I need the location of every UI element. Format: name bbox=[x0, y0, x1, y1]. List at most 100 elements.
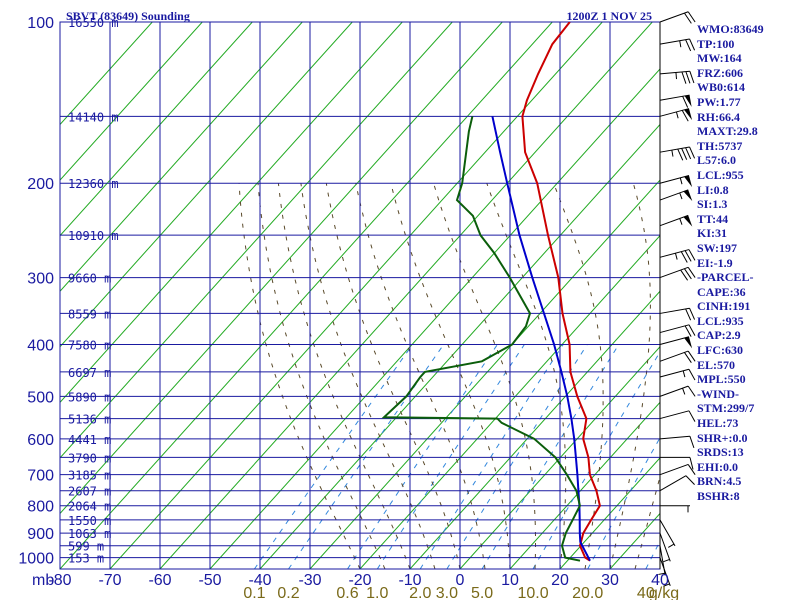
height-label: 6697 m bbox=[68, 366, 111, 380]
mixing-ratio-label: 40 bbox=[637, 585, 655, 600]
height-label: 5890 m bbox=[68, 390, 111, 404]
isotherm-line bbox=[60, 22, 253, 237]
wind-barb bbox=[659, 94, 692, 108]
pressure-tick-label: 100 bbox=[27, 15, 54, 32]
height-label: 14140 m bbox=[68, 110, 119, 124]
mixing-ratio-line bbox=[481, 344, 620, 569]
wind-barb bbox=[659, 146, 696, 161]
wind-barb bbox=[659, 336, 693, 349]
index-item: CINH:191 bbox=[697, 299, 751, 314]
index-item: BRN:4.5 bbox=[697, 474, 742, 489]
index-item: -WIND- bbox=[697, 386, 739, 401]
pressure-unit-label: mb bbox=[32, 572, 54, 589]
index-item: EL:570 bbox=[697, 357, 736, 372]
isotherm-line bbox=[309, 179, 660, 569]
index-item: STM:299/7 bbox=[697, 401, 755, 416]
moist-adiabat-line bbox=[300, 183, 436, 569]
index-item: WB0:614 bbox=[697, 80, 745, 95]
mixing-ratio-label: 2.0 bbox=[409, 585, 431, 600]
pressure-tick-label: 600 bbox=[27, 432, 54, 449]
moist-adiabat-line bbox=[257, 183, 386, 569]
isotherm-line bbox=[459, 346, 660, 569]
mixing-ratio-label: 0.2 bbox=[277, 585, 299, 600]
wind-barb bbox=[659, 249, 696, 263]
height-label: 7580 m bbox=[68, 338, 111, 352]
index-item: MW:164 bbox=[697, 51, 742, 66]
index-item: SRDS:13 bbox=[697, 445, 744, 460]
isotherm-line bbox=[409, 290, 660, 569]
mixing-ratio-label: g/kg bbox=[649, 585, 679, 600]
wind-barb bbox=[659, 532, 671, 563]
temperature-tick-label: 20 bbox=[551, 572, 569, 589]
height-label: 1550 m bbox=[68, 514, 111, 528]
moist-adiabat-line bbox=[486, 183, 567, 569]
index-item: LI:0.8 bbox=[697, 182, 729, 197]
temperature-tick-label: -70 bbox=[98, 572, 121, 589]
temperature-tick-label: 40 bbox=[651, 572, 669, 589]
isotherm-line bbox=[60, 22, 403, 404]
pressure-tick-label: 800 bbox=[27, 499, 54, 516]
index-item: MAXT:29.8 bbox=[697, 124, 758, 139]
temperature-tick-label: 0 bbox=[456, 572, 465, 589]
moist-adiabat-line bbox=[609, 183, 651, 569]
pressure-tick-label: 300 bbox=[27, 271, 54, 288]
index-item: EHI:0.0 bbox=[697, 459, 739, 474]
moist-adiabat-line bbox=[433, 183, 536, 569]
temperature-line bbox=[521, 22, 601, 562]
wind-barb bbox=[659, 189, 693, 202]
pressure-tick-label: 700 bbox=[27, 468, 54, 485]
moist-adiabat-line bbox=[325, 183, 461, 569]
isotherm-line bbox=[60, 22, 503, 515]
wind-barb bbox=[659, 368, 696, 381]
index-item: SI:1.3 bbox=[697, 197, 728, 212]
wind-barbs bbox=[658, 11, 696, 587]
wind-barb bbox=[660, 505, 690, 513]
wind-barb bbox=[659, 475, 695, 492]
moist-adiabat-line bbox=[277, 183, 411, 569]
valid-time: 1200Z 1 NOV 25 bbox=[567, 9, 652, 23]
pressure-tick-label: 1000 bbox=[18, 551, 54, 568]
isotherm-line bbox=[60, 22, 203, 181]
pressure-tick-label: 400 bbox=[27, 337, 54, 354]
index-item: WMO:83649 bbox=[697, 22, 764, 36]
mixing-ratio-label: 0.1 bbox=[243, 585, 265, 600]
wind-barb bbox=[659, 435, 695, 449]
dewpoint-line bbox=[381, 116, 581, 562]
mixing-ratio-line bbox=[532, 350, 660, 569]
index-item: L57:6.0 bbox=[697, 153, 736, 168]
pressure-tick-label: 900 bbox=[27, 526, 54, 543]
wind-barb bbox=[659, 70, 695, 84]
profiles bbox=[381, 22, 601, 562]
moist-adiabat-line bbox=[238, 183, 361, 569]
wind-barb bbox=[659, 385, 696, 397]
height-label: 2607 m bbox=[68, 485, 111, 499]
height-label: 4441 m bbox=[68, 433, 111, 447]
mixing-ratio-label: 3.0 bbox=[436, 585, 458, 600]
isotherm-line bbox=[60, 22, 303, 292]
index-item: KI:31 bbox=[697, 226, 727, 241]
wind-barb bbox=[659, 38, 696, 52]
index-item: EI:-1.9 bbox=[697, 255, 733, 270]
index-item: FRZ:606 bbox=[697, 65, 743, 80]
index-item: -PARCEL- bbox=[697, 270, 754, 285]
height-label: 2064 m bbox=[68, 500, 111, 514]
height-label: 12360 m bbox=[68, 177, 119, 191]
temperature-tick-label: 10 bbox=[501, 572, 519, 589]
index-item: MPL:550 bbox=[697, 372, 746, 387]
height-label: 3185 m bbox=[68, 469, 111, 483]
wind-barb bbox=[659, 214, 693, 227]
index-item: TH:5737 bbox=[697, 138, 743, 153]
mixing-ratio-label: 20.0 bbox=[572, 585, 603, 600]
wind-barb bbox=[659, 324, 696, 337]
index-item: SHR+:0.0 bbox=[697, 430, 748, 445]
height-label: 8559 m bbox=[68, 307, 111, 321]
sounding-indices: WMO:83649 TP:100 MW:164 FRZ:606 WB0:614 PW:1.… bbox=[697, 22, 764, 504]
height-label: 3790 m bbox=[68, 451, 111, 465]
moist-adiabat-line bbox=[634, 474, 660, 569]
temperature-tick-label: -40 bbox=[248, 572, 271, 589]
mixing-ratio-label: 0.6 bbox=[336, 585, 358, 600]
temperature-tick-label: -80 bbox=[48, 572, 71, 589]
index-item: CAPE:36 bbox=[697, 284, 746, 299]
axis-grid bbox=[59, 21, 661, 570]
